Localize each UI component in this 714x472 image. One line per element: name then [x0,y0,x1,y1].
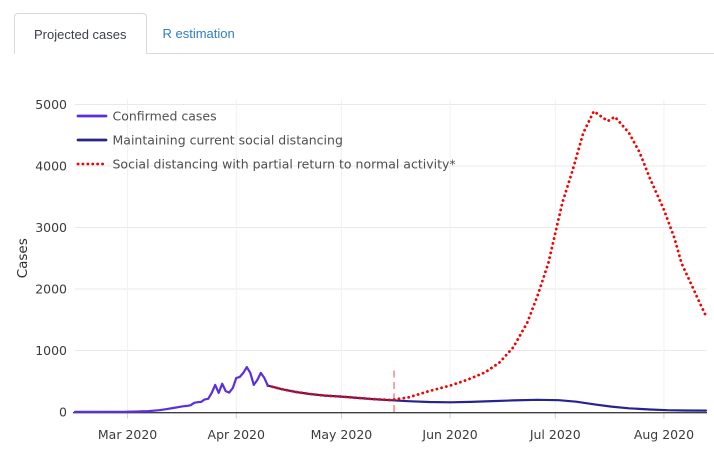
x-tick-label: Apr 2020 [208,427,265,442]
y-axis-title: Cases [15,238,31,278]
tab-r-estimation-label: R estimation [163,26,235,41]
legend-item-3[interactable]: Social distancing with partial return to… [78,157,456,172]
projected-cases-chart: Confirmed cases Maintaining current socia… [0,67,714,472]
legend-label-1: Confirmed cases [113,109,217,124]
cases-line-chart-canvas[interactable]: Confirmed cases Maintaining current socia… [0,67,714,472]
x-tick-label: Aug 2020 [634,427,694,442]
legend-item-2[interactable]: Maintaining current social distancing [78,133,343,148]
tab-bar: Projected cases R estimation [0,13,714,54]
tab-projected-cases-label: Projected cases [34,27,127,42]
y-tick-label: 0 [59,405,67,420]
series-line-3 [268,111,706,400]
tab-r-estimation[interactable]: R estimation [147,26,251,41]
x-tick-label: Jun 2020 [421,427,477,442]
y-tick-label: 2000 [35,282,67,297]
legend-label-3: Social distancing with partial return to… [113,157,456,172]
y-tick-label: 3000 [35,220,67,235]
legend-item-1[interactable]: Confirmed cases [78,109,217,124]
series-line-2 [268,386,706,411]
legend-label-2: Maintaining current social distancing [113,133,343,148]
x-tick-label: Jul 2020 [529,427,581,442]
tab-bar-fill: R estimation [147,13,714,54]
y-tick-label: 4000 [35,159,67,174]
x-tick-label: Mar 2020 [98,427,157,442]
series-line-1 [75,367,268,412]
tab-bar-left-gap [0,13,14,54]
y-tick-label: 5000 [35,97,67,112]
x-tick-label: May 2020 [311,427,373,442]
tab-projected-cases[interactable]: Projected cases [14,13,147,54]
y-tick-label: 1000 [35,343,67,358]
